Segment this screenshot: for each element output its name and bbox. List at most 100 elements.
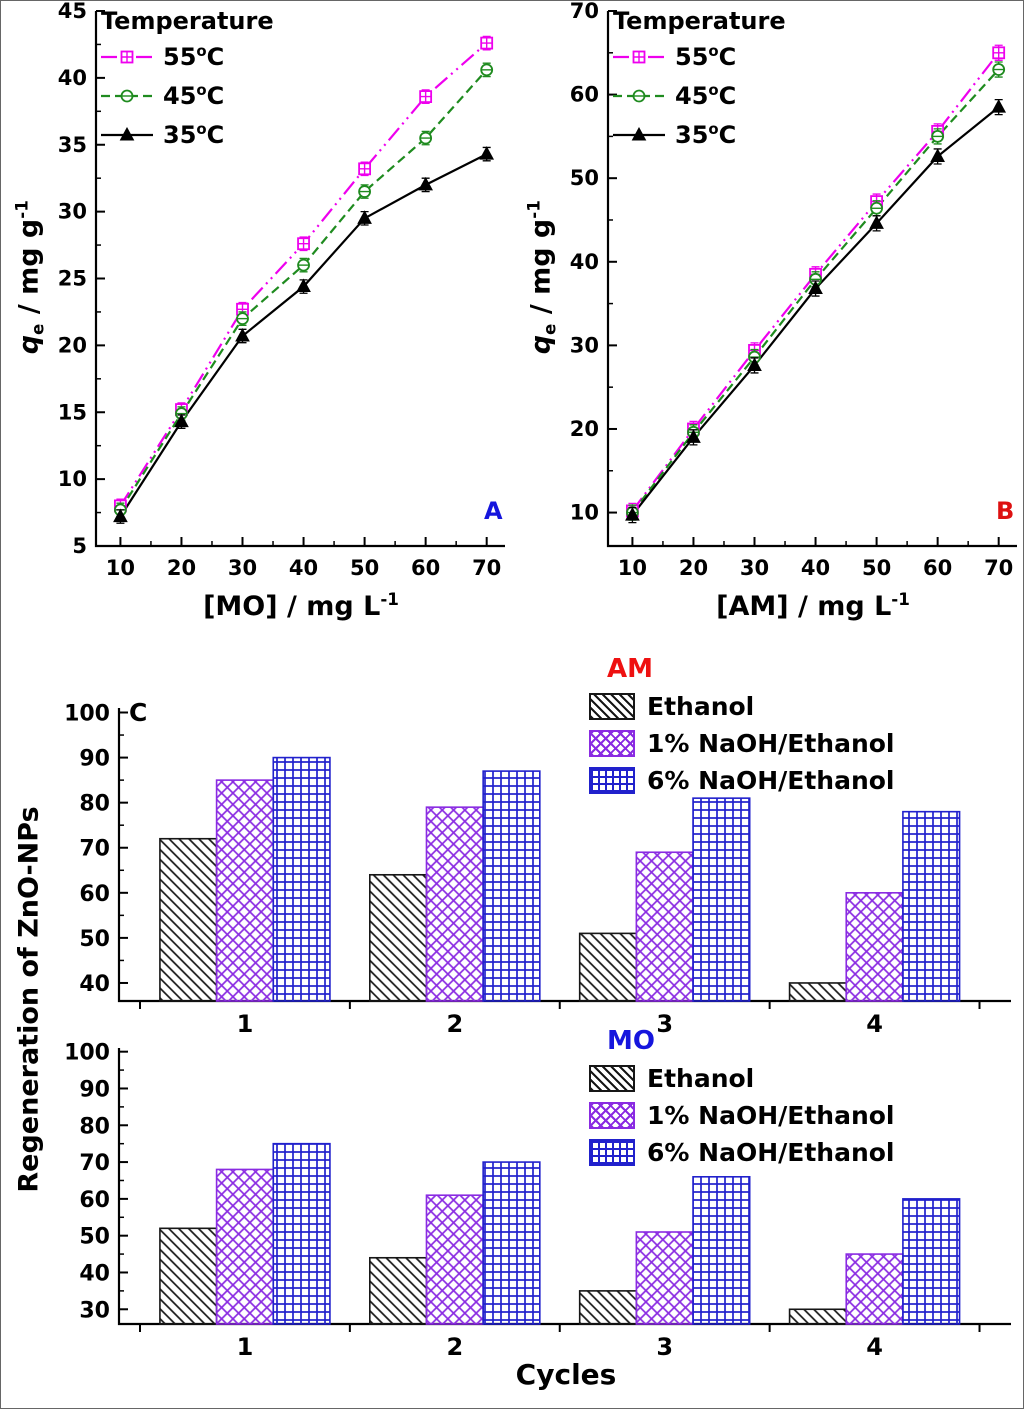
panel-c-letter: C bbox=[129, 698, 148, 727]
svg-text:70: 70 bbox=[472, 556, 501, 580]
mo-legend-item-1: 1% NaOH/Ethanol bbox=[589, 1097, 895, 1134]
svg-text:20: 20 bbox=[58, 333, 87, 357]
svg-text:10: 10 bbox=[58, 467, 87, 491]
am-legend-swatch-1 bbox=[589, 730, 635, 757]
am-legend: AM Ethanol 1% NaOH/Ethanol 6% NaOH/Ethanol bbox=[589, 654, 895, 799]
svg-text:50: 50 bbox=[570, 166, 599, 190]
svg-text:50: 50 bbox=[862, 556, 891, 580]
panel-a-legend-item-0: 55oC bbox=[99, 37, 274, 76]
svg-text:40: 40 bbox=[79, 972, 110, 997]
svg-text:60: 60 bbox=[411, 556, 440, 580]
svg-text:50: 50 bbox=[79, 927, 110, 952]
svg-text:2: 2 bbox=[446, 1010, 463, 1036]
svg-text:3: 3 bbox=[656, 1333, 673, 1361]
panel-b-legend-label-0: 55oC bbox=[675, 42, 737, 71]
panel-a: 5 10 15 20 25 30 35 40 45 10 20 30 40 50 60 70 qe / mg … bbox=[1, 1, 513, 646]
svg-text:90: 90 bbox=[79, 747, 110, 772]
svg-text:40: 40 bbox=[289, 556, 318, 580]
svg-text:30: 30 bbox=[228, 556, 257, 580]
svg-text:40: 40 bbox=[58, 66, 87, 90]
am-legend-item-2: 6% NaOH/Ethanol bbox=[589, 762, 895, 799]
panel-b-legend-label-2: 35oC bbox=[675, 120, 737, 149]
panel-a-legend-sample-1 bbox=[101, 89, 153, 102]
mo-legend: MO Ethanol 1% NaOH/Ethanol 6% NaOH/Ethanol bbox=[589, 1026, 895, 1171]
svg-text:30: 30 bbox=[58, 200, 87, 224]
panel-b-legend-item-0: 55oC bbox=[611, 37, 786, 76]
svg-text:20: 20 bbox=[679, 556, 708, 580]
am-legend-label-1: 1% NaOH/Ethanol bbox=[647, 729, 895, 758]
svg-text:15: 15 bbox=[58, 400, 87, 424]
panel-a-legend-label-2: 35oC bbox=[163, 120, 225, 149]
svg-text:30: 30 bbox=[570, 333, 599, 357]
panel-b-legend: Temperature 55oC 45oC 35oC bbox=[611, 7, 786, 154]
svg-text:60: 60 bbox=[923, 556, 952, 580]
mo-legend-item-0: Ethanol bbox=[589, 1060, 895, 1097]
svg-text:45: 45 bbox=[58, 1, 87, 23]
svg-text:100: 100 bbox=[64, 1041, 110, 1066]
svg-text:1: 1 bbox=[237, 1333, 254, 1361]
panel-a-legend-label-0: 55oC bbox=[163, 42, 225, 71]
mo-legend-label-1: 1% NaOH/Ethanol bbox=[647, 1101, 895, 1130]
panel-b-legend-sample-2 bbox=[613, 126, 665, 140]
am-legend-label-2: 6% NaOH/Ethanol bbox=[647, 766, 895, 795]
panel-b-legend-title: Temperature bbox=[613, 7, 786, 35]
svg-text:60: 60 bbox=[79, 1188, 110, 1213]
am-bar-chart: 40 50 60 70 80 90 100 1 2 3 4 bbox=[64, 702, 1011, 1036]
mo-legend-swatch-1 bbox=[589, 1102, 635, 1129]
panel-c-y-axis-label: Regeneration of ZnO-NPs bbox=[13, 806, 45, 1193]
svg-text:1: 1 bbox=[237, 1010, 254, 1036]
panel-a-legend-sample-0 bbox=[101, 50, 153, 63]
svg-text:25: 25 bbox=[58, 267, 87, 291]
svg-text:50: 50 bbox=[79, 1225, 110, 1250]
svg-text:60: 60 bbox=[570, 83, 599, 107]
panel-a-legend-item-2: 35oC bbox=[99, 115, 274, 154]
svg-text:40: 40 bbox=[79, 1261, 110, 1286]
panel-b-legend-item-2: 35oC bbox=[611, 115, 786, 154]
svg-text:10: 10 bbox=[106, 556, 135, 580]
panel-b-y-axis-label: qe / mg g-1 bbox=[523, 200, 560, 355]
mo-legend-item-2: 6% NaOH/Ethanol bbox=[589, 1134, 895, 1171]
svg-text:20: 20 bbox=[570, 417, 599, 441]
svg-text:90: 90 bbox=[79, 1077, 110, 1102]
panel-a-legend-title: Temperature bbox=[101, 7, 274, 35]
mo-legend-label-2: 6% NaOH/Ethanol bbox=[647, 1138, 895, 1167]
svg-text:70: 70 bbox=[79, 1151, 110, 1176]
panel-b-letter: B bbox=[996, 497, 1015, 525]
panel-b-legend-sample-0 bbox=[613, 50, 665, 63]
panel-b-x-axis-label: [AM] / mg L-1 bbox=[716, 589, 910, 622]
panel-a-legend-sample-2 bbox=[101, 126, 153, 140]
svg-text:40: 40 bbox=[801, 556, 830, 580]
am-legend-title: AM bbox=[607, 654, 653, 684]
panel-b-legend-label-1: 45oC bbox=[675, 81, 737, 110]
am-legend-swatch-0 bbox=[589, 693, 635, 720]
svg-text:2: 2 bbox=[446, 1333, 463, 1361]
panel-b-legend-sample-1 bbox=[613, 89, 665, 102]
panel-a-legend-item-1: 45oC bbox=[99, 76, 274, 115]
panel-a-legend-label-1: 45oC bbox=[163, 81, 225, 110]
panel-b-legend-item-1: 45oC bbox=[611, 76, 786, 115]
svg-text:30: 30 bbox=[740, 556, 769, 580]
svg-text:60: 60 bbox=[79, 882, 110, 907]
svg-text:3: 3 bbox=[656, 1010, 673, 1036]
panel-b: 10 20 30 40 50 60 70 10 20 30 40 50 60 70 qe / mg g-1… bbox=[513, 1, 1023, 646]
am-legend-item-0: Ethanol bbox=[589, 688, 895, 725]
am-legend-label-0: Ethanol bbox=[647, 692, 755, 721]
svg-text:20: 20 bbox=[167, 556, 196, 580]
panel-a-y-axis-label: qe / mg g-1 bbox=[11, 200, 48, 355]
svg-text:4: 4 bbox=[866, 1333, 883, 1361]
svg-text:70: 70 bbox=[570, 1, 599, 23]
svg-text:80: 80 bbox=[79, 792, 110, 817]
mo-legend-swatch-2 bbox=[589, 1139, 635, 1166]
svg-text:70: 70 bbox=[984, 556, 1013, 580]
svg-text:4: 4 bbox=[866, 1010, 883, 1036]
svg-text:30: 30 bbox=[79, 1298, 110, 1323]
svg-text:35: 35 bbox=[58, 133, 87, 157]
svg-text:80: 80 bbox=[79, 1114, 110, 1139]
cycles-axis-label: Cycles bbox=[515, 1358, 617, 1391]
panel-a-x-axis-label: [MO] / mg L-1 bbox=[203, 589, 399, 622]
panel-a-legend: Temperature 55oC 45oC 35oC bbox=[99, 7, 274, 154]
svg-text:40: 40 bbox=[570, 250, 599, 274]
svg-text:100: 100 bbox=[64, 702, 110, 727]
am-legend-item-1: 1% NaOH/Ethanol bbox=[589, 725, 895, 762]
